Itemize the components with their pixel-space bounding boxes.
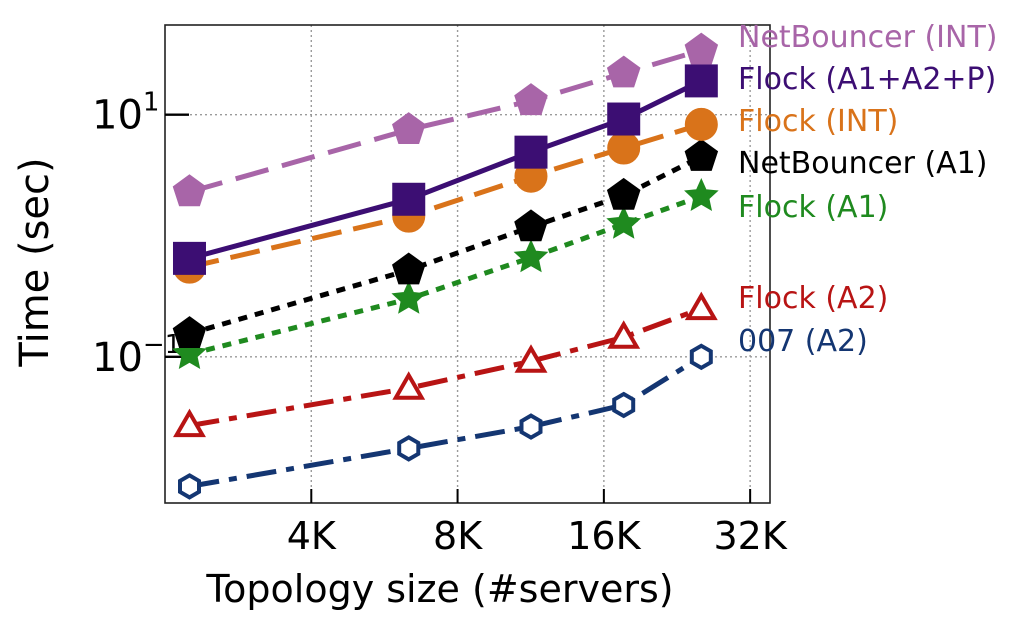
x-tick-label: 32K <box>714 514 788 558</box>
series-line <box>188 193 703 357</box>
series-line <box>189 354 703 489</box>
x-axis-label: Topology size (#servers) <box>205 567 673 611</box>
series-label: NetBouncer (INT) <box>738 20 997 55</box>
series-marker <box>684 291 718 321</box>
series-marker <box>172 335 207 369</box>
series-marker <box>514 83 548 116</box>
series-marker <box>606 55 641 88</box>
series-marker <box>514 135 548 169</box>
plot-frame <box>164 24 771 504</box>
series-line <box>189 306 703 429</box>
series-marker <box>392 371 426 400</box>
series-marker <box>172 241 206 275</box>
series-marker <box>392 112 426 144</box>
series-marker <box>172 174 207 207</box>
series-marker <box>172 316 207 348</box>
series-marker <box>607 131 641 165</box>
series-labels: NetBouncer (INT) Flock (A1+A2+P) Flock (IN… <box>738 20 997 359</box>
series-marker <box>607 320 641 349</box>
series-marker <box>514 209 548 242</box>
series-marker <box>606 205 642 239</box>
series-marker <box>513 239 549 273</box>
y-axis-label: Time (sec) <box>12 157 58 367</box>
series-marker <box>606 177 641 210</box>
series-label: Flock (A2) <box>738 281 888 316</box>
series-marker <box>684 138 719 171</box>
series-marker <box>397 435 421 462</box>
series-label: Flock (A1+A2+P) <box>738 62 996 97</box>
series-markers <box>172 32 719 500</box>
series-marker <box>173 408 206 438</box>
grid-lines <box>165 25 770 503</box>
x-tick-label: 16K <box>567 514 641 558</box>
series-label: 007 (A2) <box>738 324 868 359</box>
series-marker <box>607 102 641 136</box>
series-marker <box>392 252 426 285</box>
series-marker <box>684 107 718 141</box>
series-marker <box>514 344 548 373</box>
series-marker <box>391 280 427 314</box>
series-marker <box>684 64 718 98</box>
series-label: NetBouncer (A1) <box>738 146 987 181</box>
series-label: Flock (A1) <box>738 190 888 225</box>
series-marker <box>684 177 719 211</box>
y-tick-exponent: 1 <box>143 88 160 118</box>
series-marker <box>689 343 713 371</box>
x-tick-label: 4K <box>287 514 337 558</box>
x-tick-label: 8K <box>433 514 483 558</box>
series-marker <box>392 182 426 216</box>
series-label: Flock (INT) <box>738 104 898 139</box>
series-marker <box>684 32 719 65</box>
series-marker <box>519 413 543 440</box>
series-marker <box>178 473 201 500</box>
series-marker <box>612 391 636 419</box>
